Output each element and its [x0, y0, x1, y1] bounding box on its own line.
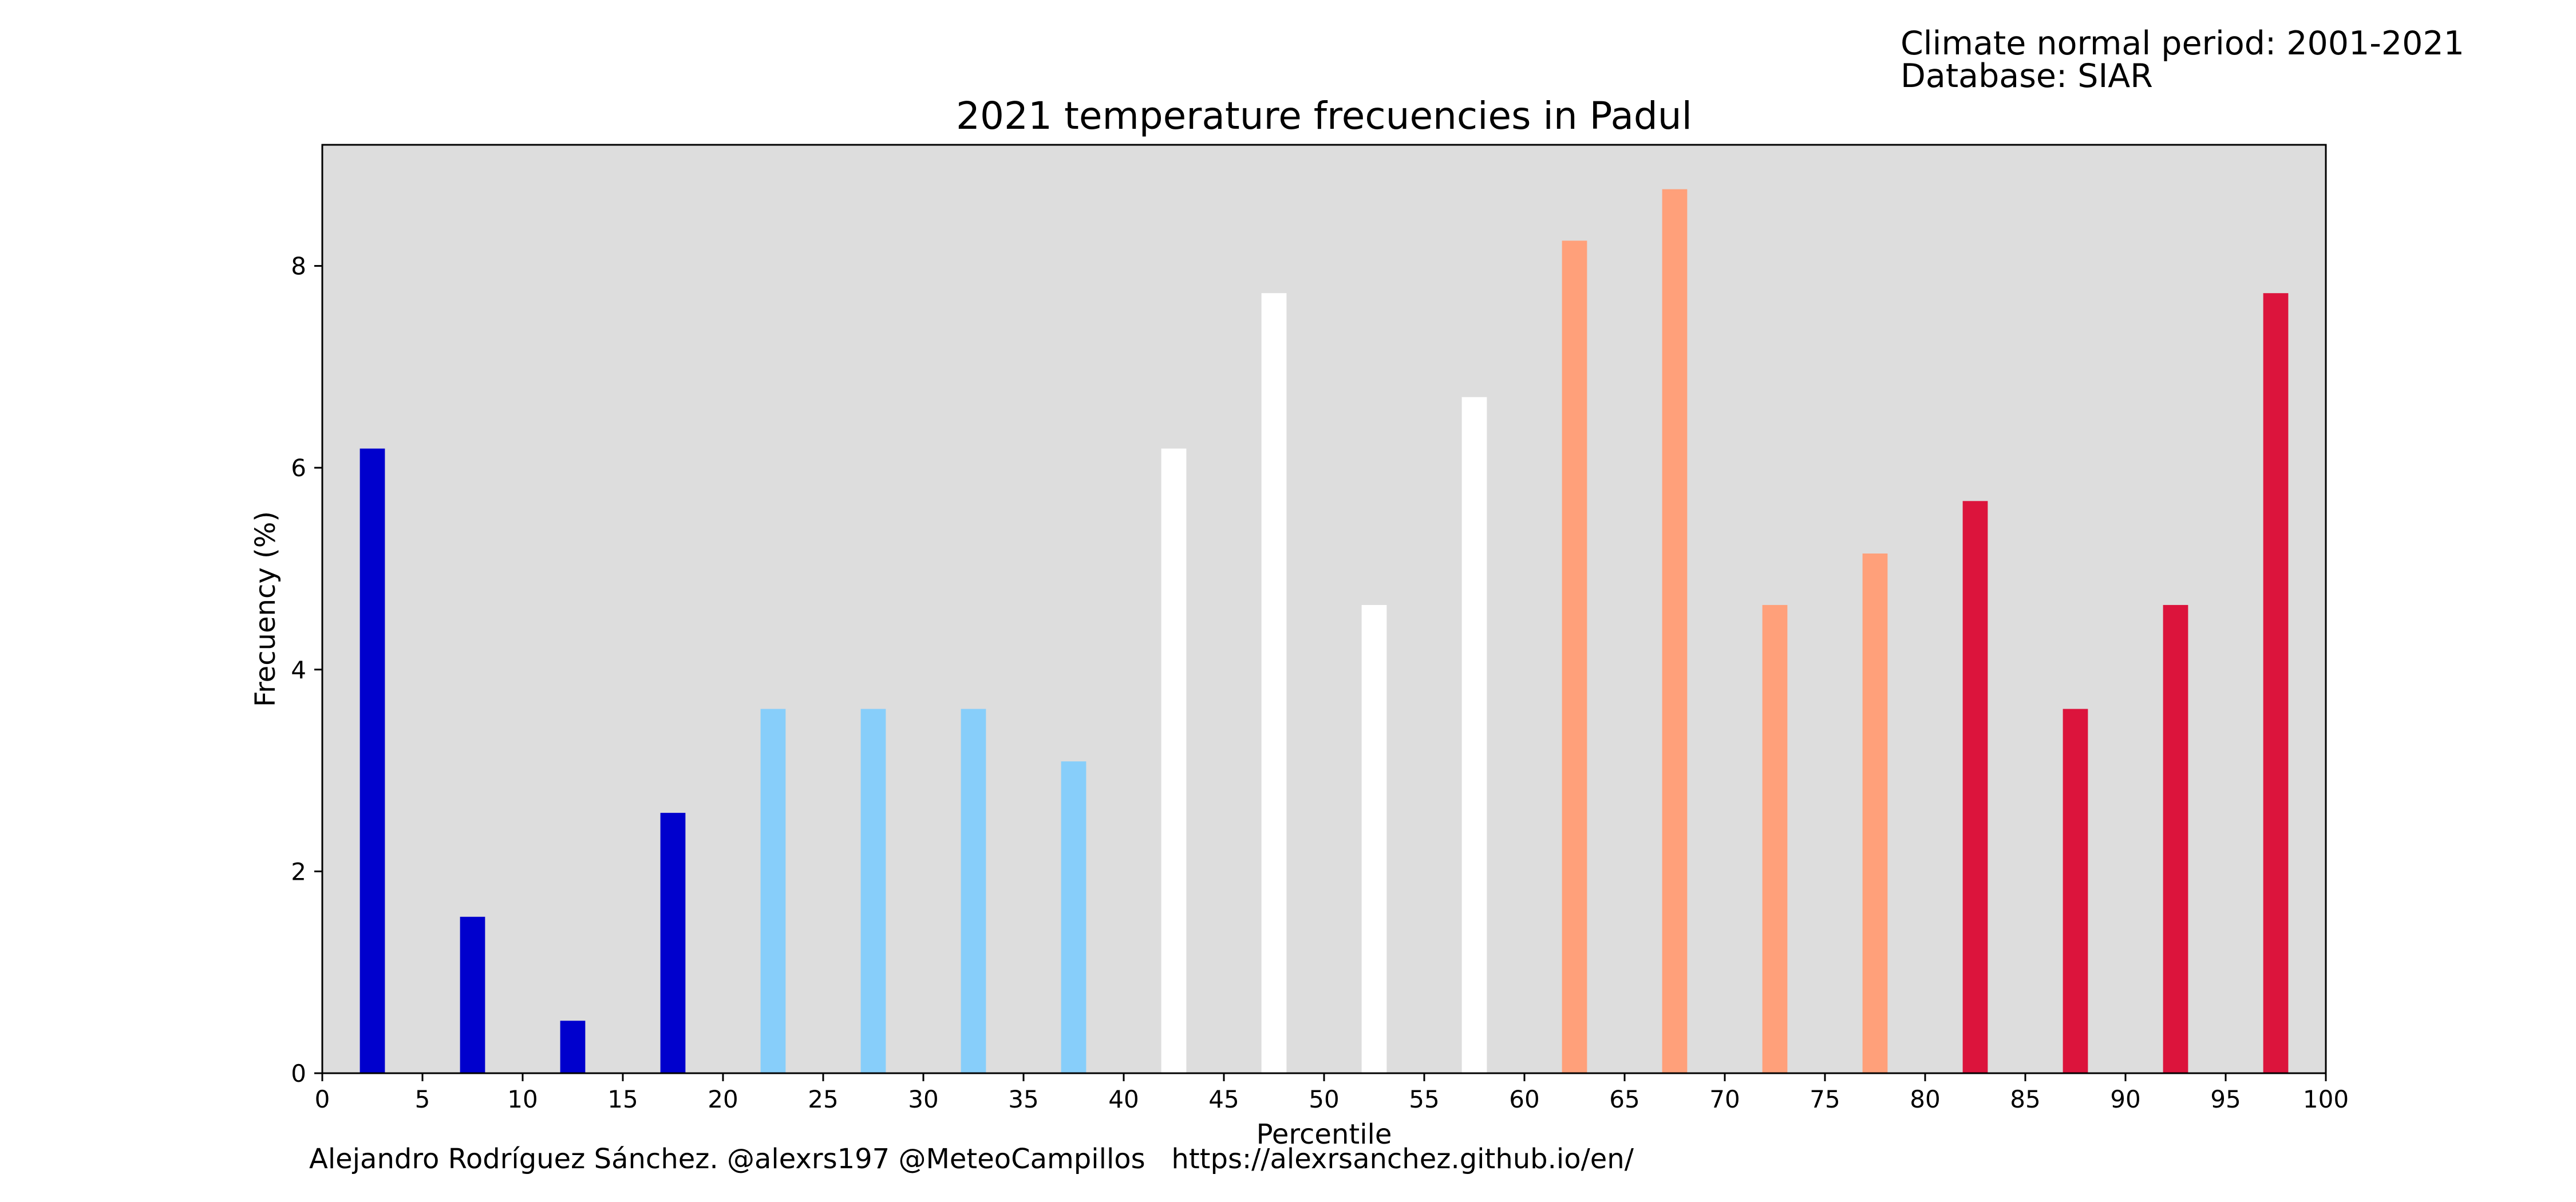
bar-12.5: [560, 1021, 586, 1073]
bar-22.5: [760, 709, 786, 1073]
x-tick-label: 85: [2010, 1085, 2040, 1113]
x-tick-label: 30: [908, 1085, 938, 1113]
x-tick-label: 40: [1108, 1085, 1139, 1113]
bar-37.5: [1061, 761, 1086, 1073]
y-tick-label: 6: [291, 454, 306, 482]
bar-82.5: [1962, 501, 1988, 1073]
bar-87.5: [2063, 709, 2088, 1073]
x-tick-label: 90: [2110, 1085, 2140, 1113]
bar-97.5: [2263, 293, 2289, 1073]
x-axis: 0 5 10 15 20 25 30 35 40 45 50 55 60 65 70 75 80 85 90 95 10…: [315, 1073, 2349, 1113]
bar-52.5: [1361, 604, 1387, 1073]
x-tick-label: 70: [1709, 1085, 1740, 1113]
x-tick-label: 55: [1409, 1085, 1439, 1113]
plot-area: [322, 145, 2326, 1073]
x-tick-label: 25: [808, 1085, 838, 1113]
bar-47.5: [1261, 293, 1287, 1073]
x-tick-label: 35: [1008, 1085, 1038, 1113]
bar-32.5: [961, 709, 986, 1073]
bar-67.5: [1662, 189, 1688, 1073]
bar-42.5: [1161, 448, 1187, 1074]
y-axis: 0 2 4 6 8: [291, 252, 322, 1088]
bar-2.5: [359, 448, 385, 1074]
x-tick-label: 80: [1910, 1085, 1940, 1113]
x-tick-label: 65: [1609, 1085, 1639, 1113]
bar-92.5: [2163, 604, 2188, 1073]
footer-credits: Alejandro Rodríguez Sánchez. @alexrs197 …: [309, 1143, 1634, 1175]
database-text: Database: SIAR: [1901, 57, 2153, 95]
x-tick-label: 50: [1309, 1085, 1339, 1113]
x-tick-label: 0: [315, 1085, 330, 1113]
x-tick-label: 75: [1809, 1085, 1840, 1113]
bar-7.5: [460, 916, 485, 1073]
x-tick-label: 15: [607, 1085, 638, 1113]
bar-77.5: [1862, 553, 1888, 1073]
y-tick-label: 0: [291, 1059, 306, 1088]
bar-57.5: [1461, 397, 1487, 1073]
chart-title: 2021 temperature frecuencies in Padul: [956, 94, 1692, 138]
y-axis-label: Frecuency (%): [250, 511, 282, 707]
x-tick-label: 10: [507, 1085, 538, 1113]
y-tick-label: 8: [291, 252, 306, 280]
x-tick-label: 100: [2303, 1085, 2349, 1113]
x-axis-label: Percentile: [1257, 1118, 1392, 1150]
bar-62.5: [1562, 240, 1587, 1073]
x-tick-label: 20: [708, 1085, 738, 1113]
x-tick-label: 95: [2210, 1085, 2241, 1113]
x-tick-label: 5: [415, 1085, 430, 1113]
y-tick-label: 4: [291, 656, 306, 684]
bar-17.5: [660, 813, 686, 1073]
bar-72.5: [1762, 604, 1788, 1073]
bar-series: [359, 189, 2289, 1074]
x-tick-label: 60: [1509, 1085, 1539, 1113]
x-tick-label: 45: [1208, 1085, 1239, 1113]
climate-period-text: Climate normal period: 2001-2021: [1901, 25, 2464, 62]
y-tick-label: 2: [291, 857, 306, 885]
bar-27.5: [860, 709, 886, 1073]
